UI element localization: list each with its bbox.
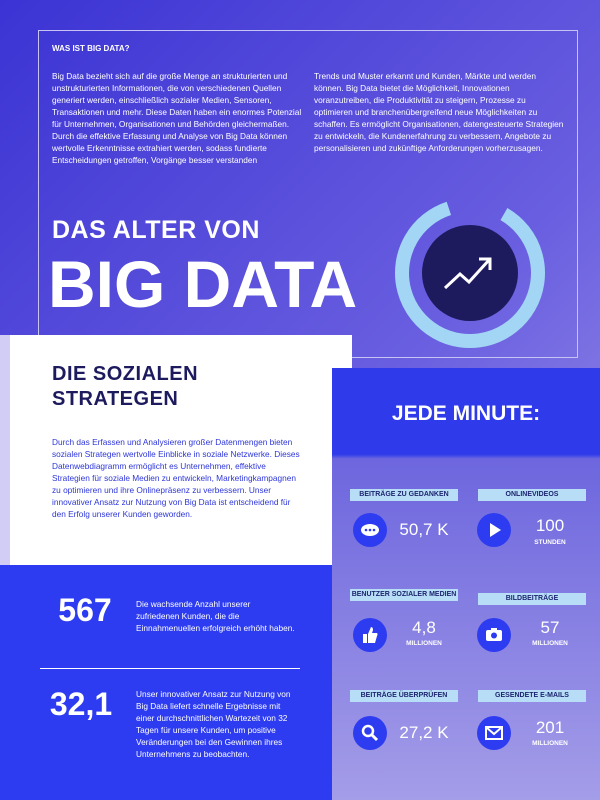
highlight-value: 32,1 (49, 686, 113, 722)
like-icon (353, 618, 387, 652)
comment-icon (353, 513, 387, 547)
stat-value: 27,2 K (399, 723, 449, 742)
intro-paragraph: Trends und Muster erkannt und Kunden, Mä… (314, 71, 564, 153)
stat-label: BEITRÄGE ZU GEDANKEN (350, 489, 458, 501)
donut-icon (395, 197, 545, 348)
highlights-panel (0, 565, 332, 800)
stat-label: GESENDETE E-MAILS (478, 690, 586, 702)
stat-value: 57 (540, 618, 560, 637)
divider (40, 668, 300, 669)
intro-paragraph: Big Data bezieht sich auf die große Meng… (52, 71, 302, 165)
stat-label: BILDBEITRÄGE (478, 593, 586, 605)
highlight-value: 567 (58, 592, 112, 628)
stat-label: ONLINEVIDEOS (478, 489, 586, 501)
strategists-panel (10, 335, 352, 565)
stat-unit: MILLIONEN (532, 640, 568, 647)
intro-heading: WAS IST BIG DATA? (52, 44, 130, 53)
strategists-title: DIE SOZIALEN STRATEGEN (52, 363, 199, 410)
stat-unit: MILLIONEN (406, 640, 442, 647)
stat-value: 201 (535, 718, 565, 737)
highlight-text: Unser innovativer Ansatz zur Nutzung von… (136, 689, 291, 759)
play-icon (477, 513, 511, 547)
hero-line2: BIG DATA (48, 247, 358, 321)
hero-line1: DAS ALTER VON (52, 216, 260, 244)
stat-value: 50,7 K (399, 520, 449, 539)
search-icon (353, 716, 387, 750)
camera-icon (477, 618, 511, 652)
stat-value: 100 (535, 516, 565, 535)
stat-unit: MILLIONEN (532, 740, 568, 747)
strategists-text: Durch das Erfassen und Analysieren große… (52, 437, 300, 519)
stat-value: 4,8 (412, 618, 436, 637)
highlight-text: Die wachsende Anzahl unserer zufriedenen… (136, 599, 295, 633)
mail-icon (477, 716, 511, 750)
stat-unit: STUNDEN (534, 539, 566, 546)
minute-title: JEDE MINUTE: (391, 402, 541, 425)
stat-label: BENUTZER SOZIALER MEDIEN (350, 589, 458, 601)
stat-label: BEITRÄGE ÜBERPRÜFEN (350, 690, 458, 702)
